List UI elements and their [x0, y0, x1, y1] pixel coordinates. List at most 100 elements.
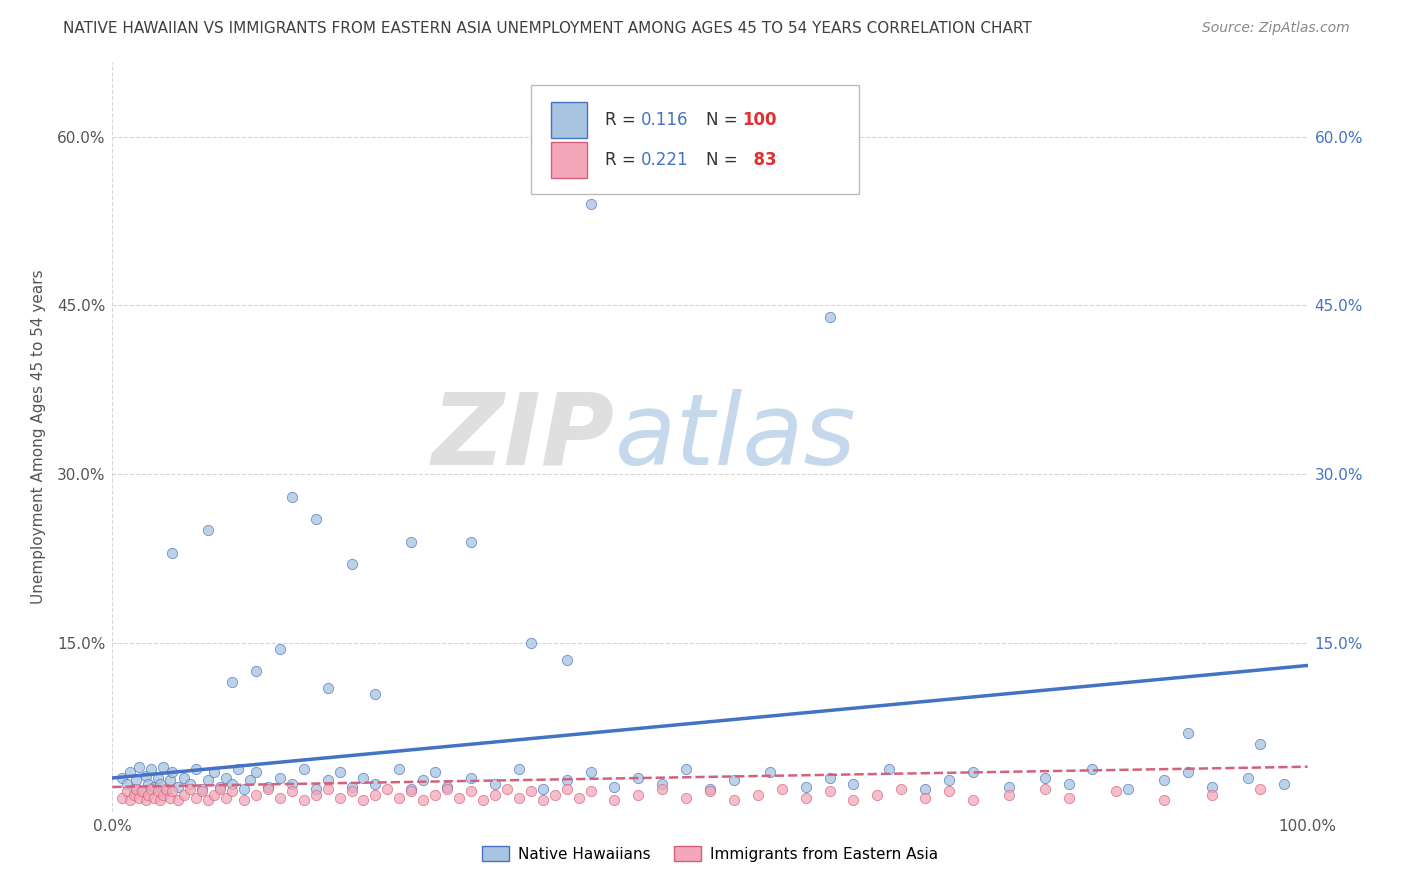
Point: [179, 776, 201, 790]
Legend: Native Hawaiians, Immigrants from Eastern Asia: Native Hawaiians, Immigrants from Easter…: [475, 839, 945, 868]
Point: [340, 558, 363, 572]
Point: [603, 793, 626, 807]
Point: [723, 793, 745, 807]
Point: [531, 793, 554, 807]
Point: [699, 784, 721, 798]
Point: [555, 782, 578, 797]
Point: [159, 773, 181, 788]
Point: [128, 791, 150, 805]
Point: [1177, 726, 1199, 740]
Point: [436, 780, 458, 794]
Point: [938, 784, 960, 798]
Point: [215, 771, 238, 785]
Point: [152, 788, 174, 802]
Point: [186, 791, 208, 805]
Point: [191, 784, 214, 798]
Point: [1249, 782, 1271, 797]
Point: [139, 782, 162, 797]
Point: [316, 782, 339, 797]
Point: [167, 780, 190, 794]
Point: [221, 784, 243, 798]
Point: [269, 791, 291, 805]
Point: [818, 771, 841, 785]
Point: [447, 791, 470, 805]
Point: [579, 765, 602, 780]
Point: [202, 788, 225, 802]
Point: [364, 687, 387, 701]
Point: [269, 641, 291, 656]
Point: [122, 788, 145, 802]
Point: [1057, 776, 1080, 790]
Point: [484, 788, 506, 802]
Point: [723, 773, 745, 788]
Point: [998, 780, 1021, 794]
Text: 83: 83: [742, 151, 778, 169]
Point: [202, 765, 225, 780]
Point: [747, 788, 769, 802]
Text: 100: 100: [742, 112, 776, 129]
Text: ZIP: ZIP: [432, 389, 614, 485]
Point: [388, 762, 411, 776]
Point: [143, 791, 166, 805]
Point: [914, 791, 936, 805]
Point: [305, 788, 328, 802]
Point: [1057, 791, 1080, 805]
Point: [1153, 793, 1175, 807]
Point: [226, 762, 249, 776]
Point: [1201, 788, 1223, 802]
Point: [364, 776, 387, 790]
Point: [508, 791, 530, 805]
Point: [239, 773, 262, 788]
Point: [162, 546, 183, 560]
Point: [675, 791, 697, 805]
Point: [627, 788, 650, 802]
Point: [159, 791, 181, 805]
Point: [364, 788, 387, 802]
Point: [292, 793, 315, 807]
Point: [197, 793, 219, 807]
Point: [377, 782, 399, 797]
Point: [460, 771, 482, 785]
Bar: [551, 103, 586, 138]
Point: [149, 776, 172, 790]
Point: [1177, 765, 1199, 780]
Point: [233, 782, 256, 797]
Point: [125, 782, 148, 797]
Point: [162, 765, 183, 780]
Point: [938, 773, 960, 788]
Text: atlas: atlas: [614, 389, 856, 485]
Point: [1118, 782, 1140, 797]
Point: [305, 512, 328, 526]
Point: [699, 782, 721, 797]
Point: [794, 780, 817, 794]
Point: [1201, 780, 1223, 794]
Point: [197, 773, 219, 788]
Point: [120, 793, 142, 807]
Point: [233, 793, 256, 807]
Point: [472, 793, 495, 807]
Point: [520, 636, 543, 650]
Point: [191, 782, 214, 797]
Point: [197, 524, 219, 538]
Point: [281, 784, 304, 798]
Point: [120, 765, 142, 780]
Point: [352, 793, 374, 807]
Point: [401, 782, 423, 797]
Point: [651, 776, 673, 790]
Point: [340, 784, 363, 798]
Text: 0.116: 0.116: [641, 112, 688, 129]
Text: 0.221: 0.221: [641, 151, 689, 169]
Point: [135, 793, 157, 807]
Point: [115, 784, 138, 798]
Point: [401, 534, 423, 549]
Point: [138, 788, 160, 802]
Point: [425, 765, 447, 780]
Point: [568, 791, 591, 805]
Text: N =: N =: [706, 112, 738, 129]
Bar: [551, 142, 586, 178]
Point: [292, 762, 315, 776]
Point: [139, 762, 162, 776]
Point: [879, 762, 901, 776]
Point: [1081, 762, 1104, 776]
Point: [460, 784, 482, 798]
